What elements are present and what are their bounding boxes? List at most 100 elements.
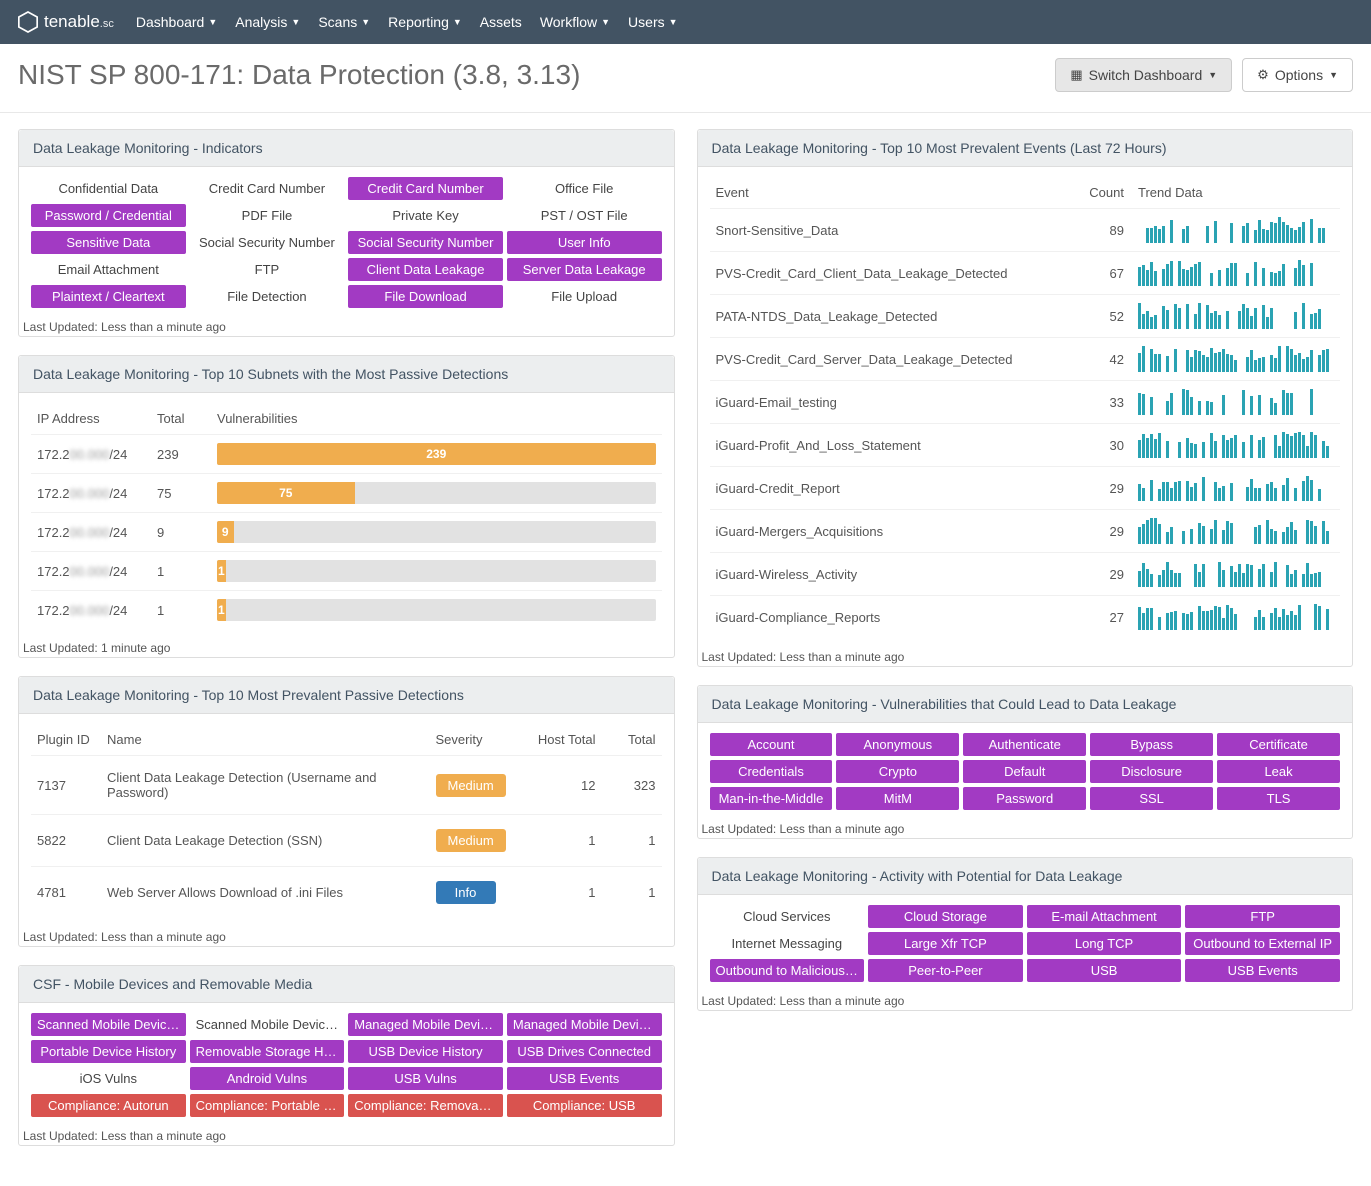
pill-button[interactable]: FTP bbox=[1185, 905, 1340, 928]
table-row[interactable]: 5822Client Data Leakage Detection (SSN)M… bbox=[31, 814, 662, 866]
nav-item[interactable]: Assets bbox=[480, 14, 522, 30]
pill-button[interactable]: USB bbox=[1027, 959, 1182, 982]
total-cell: 75 bbox=[157, 486, 217, 501]
col-count: Count bbox=[1064, 185, 1124, 200]
pill-button[interactable]: Removable Storage History bbox=[190, 1040, 345, 1063]
pill-button[interactable]: Compliance: Removable Media bbox=[348, 1094, 503, 1117]
table-row[interactable]: 172.200.000/247575 bbox=[31, 473, 662, 512]
vuln-bar: 75 bbox=[217, 482, 656, 504]
nav-label: Assets bbox=[480, 14, 522, 30]
pill-button[interactable]: Compliance: Portable Devices bbox=[190, 1094, 345, 1117]
sparkline bbox=[1138, 346, 1334, 372]
pill-button[interactable]: TLS bbox=[1217, 787, 1340, 810]
col-trend: Trend Data bbox=[1124, 185, 1334, 200]
total-cell: 9 bbox=[157, 525, 217, 540]
pill-button[interactable]: SSL bbox=[1090, 787, 1213, 810]
table-row[interactable]: PATA-NTDS_Data_Leakage_Detected52 bbox=[710, 294, 1341, 337]
pill-button[interactable]: Account bbox=[710, 733, 833, 756]
name-cell: Web Server Allows Download of .ini Files bbox=[107, 885, 436, 900]
pill-button[interactable]: Cloud Storage bbox=[868, 905, 1023, 928]
pill-button[interactable]: Peer-to-Peer bbox=[868, 959, 1023, 982]
passive-rows: 7137Client Data Leakage Detection (Usern… bbox=[31, 755, 662, 918]
pill-button[interactable]: Disclosure bbox=[1090, 760, 1213, 783]
plain-cell: Internet Messaging bbox=[710, 932, 865, 955]
event-cell: iGuard-Compliance_Reports bbox=[716, 610, 1065, 625]
pill-button[interactable]: Password bbox=[963, 787, 1086, 810]
table-row[interactable]: 172.200.000/24239239 bbox=[31, 434, 662, 473]
pill-button[interactable]: USB Device History bbox=[348, 1040, 503, 1063]
table-row[interactable]: 172.200.000/2411 bbox=[31, 551, 662, 590]
pill-button[interactable]: Outbound to Malicious IP bbox=[710, 959, 865, 982]
pill-button[interactable]: MitM bbox=[836, 787, 959, 810]
pill-button[interactable]: Managed Mobile Devices bbox=[348, 1013, 503, 1036]
caret-down-icon: ▼ bbox=[361, 17, 370, 27]
table-row[interactable]: 172.200.000/2411 bbox=[31, 590, 662, 629]
table-row[interactable]: iGuard-Compliance_Reports27 bbox=[710, 595, 1341, 638]
pill-button[interactable]: Social Security Number bbox=[348, 231, 503, 254]
pill-button[interactable]: Client Data Leakage bbox=[348, 258, 503, 281]
table-row[interactable]: iGuard-Mergers_Acquisitions29 bbox=[710, 509, 1341, 552]
pill-button[interactable]: Managed Mobile Device Vulns bbox=[507, 1013, 662, 1036]
pill-button[interactable]: Server Data Leakage bbox=[507, 258, 662, 281]
pill-button[interactable]: Long TCP bbox=[1027, 932, 1182, 955]
table-row[interactable]: PVS-Credit_Card_Client_Data_Leakage_Dete… bbox=[710, 251, 1341, 294]
table-row[interactable]: 4781Web Server Allows Download of .ini F… bbox=[31, 866, 662, 918]
pill-button[interactable]: Password / Credential bbox=[31, 204, 186, 227]
pill-button[interactable]: Compliance: Autorun bbox=[31, 1094, 186, 1117]
plain-cell: File Upload bbox=[507, 285, 662, 308]
table-header: IP Address Total Vulnerabilities bbox=[31, 403, 662, 434]
brand-logo[interactable]: tenable.sc bbox=[18, 11, 114, 33]
table-row[interactable]: 172.200.000/2499 bbox=[31, 512, 662, 551]
nav-item[interactable]: Users▼ bbox=[628, 14, 677, 30]
pill-button[interactable]: Android Vulns bbox=[190, 1067, 345, 1090]
table-row[interactable]: 7137Client Data Leakage Detection (Usern… bbox=[31, 755, 662, 814]
pill-button[interactable]: Credentials bbox=[710, 760, 833, 783]
table-row[interactable]: iGuard-Wireless_Activity29 bbox=[710, 552, 1341, 595]
pill-button[interactable]: USB Vulns bbox=[348, 1067, 503, 1090]
pill-button[interactable]: Sensitive Data bbox=[31, 231, 186, 254]
pill-button[interactable]: Anonymous bbox=[836, 733, 959, 756]
pill-button[interactable]: Man-in-the-Middle bbox=[710, 787, 833, 810]
pill-button[interactable]: USB Events bbox=[1185, 959, 1340, 982]
table-row[interactable]: iGuard-Email_testing33 bbox=[710, 380, 1341, 423]
plain-cell: PDF File bbox=[190, 204, 345, 227]
pill-button[interactable]: E-mail Attachment bbox=[1027, 905, 1182, 928]
pill-button[interactable]: Compliance: USB bbox=[507, 1094, 662, 1117]
pill-button[interactable]: File Download bbox=[348, 285, 503, 308]
pill-button[interactable]: Portable Device History bbox=[31, 1040, 186, 1063]
nav-item[interactable]: Analysis▼ bbox=[235, 14, 300, 30]
pill-button[interactable]: Crypto bbox=[836, 760, 959, 783]
pill-button[interactable]: Credit Card Number bbox=[348, 177, 503, 200]
ip-cell: 172.200.000/24 bbox=[37, 564, 157, 579]
titlebar: NIST SP 800-171: Data Protection (3.8, 3… bbox=[0, 44, 1371, 113]
pill-button[interactable]: Certificate bbox=[1217, 733, 1340, 756]
pill-button[interactable]: USB Events bbox=[507, 1067, 662, 1090]
pill-button[interactable]: Leak bbox=[1217, 760, 1340, 783]
brand-suffix: .sc bbox=[100, 18, 114, 30]
col-ip: IP Address bbox=[37, 411, 157, 426]
trend-cell bbox=[1124, 389, 1334, 415]
pill-button[interactable]: Plaintext / Cleartext bbox=[31, 285, 186, 308]
pill-button[interactable]: Outbound to External IP bbox=[1185, 932, 1340, 955]
dashboard: Data Leakage Monitoring - Indicators Con… bbox=[0, 113, 1371, 1186]
pill-button[interactable]: Scanned Mobile Devices bbox=[31, 1013, 186, 1036]
pill-button[interactable]: Large Xfr TCP bbox=[868, 932, 1023, 955]
trend-cell bbox=[1124, 217, 1334, 243]
nav-item[interactable]: Dashboard▼ bbox=[136, 14, 217, 30]
pill-button[interactable]: User Info bbox=[507, 231, 662, 254]
options-button[interactable]: ⚙ Options ▼ bbox=[1242, 58, 1353, 92]
pill-button[interactable]: Default bbox=[963, 760, 1086, 783]
nav-item[interactable]: Workflow▼ bbox=[540, 14, 610, 30]
panel-subnets: Data Leakage Monitoring - Top 10 Subnets… bbox=[18, 355, 675, 658]
pill-button[interactable]: Authenticate bbox=[963, 733, 1086, 756]
table-row[interactable]: iGuard-Credit_Report29 bbox=[710, 466, 1341, 509]
pill-button[interactable]: Bypass bbox=[1090, 733, 1213, 756]
table-row[interactable]: PVS-Credit_Card_Server_Data_Leakage_Dete… bbox=[710, 337, 1341, 380]
nav-item[interactable]: Reporting▼ bbox=[388, 14, 462, 30]
switch-dashboard-button[interactable]: ▦ Switch Dashboard ▼ bbox=[1055, 58, 1232, 92]
table-row[interactable]: iGuard-Profit_And_Loss_Statement30 bbox=[710, 423, 1341, 466]
ip-cell: 172.200.000/24 bbox=[37, 447, 157, 462]
nav-item[interactable]: Scans▼ bbox=[318, 14, 370, 30]
table-row[interactable]: Snort-Sensitive_Data89 bbox=[710, 208, 1341, 251]
pill-button[interactable]: USB Drives Connected bbox=[507, 1040, 662, 1063]
